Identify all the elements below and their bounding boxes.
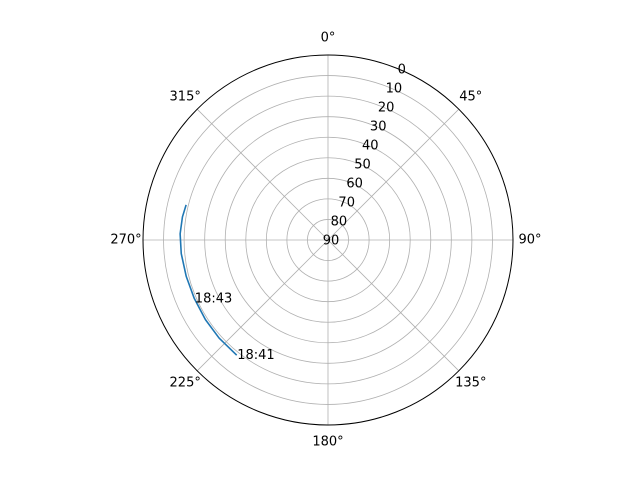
theta-tick-label: 315°	[170, 90, 201, 105]
series-layer	[179, 204, 238, 356]
angular-gridline	[327, 239, 460, 372]
r-tick-label: 40	[362, 139, 379, 154]
theta-tick-label: 270°	[110, 233, 141, 248]
theta-tick-label: 180°	[312, 435, 343, 450]
theta-tick-label: 0°	[321, 31, 336, 46]
r-tick-label: 80	[331, 215, 348, 230]
theta-tick-label: 45°	[459, 90, 482, 105]
annotations: 18:41 18:43	[195, 291, 275, 363]
angular-gridline	[327, 108, 460, 241]
r-tick-label: 0	[398, 63, 406, 78]
theta-tick-label: 225°	[170, 375, 201, 390]
r-tick-label: 90	[323, 234, 340, 249]
time-annotation: 18:41	[237, 348, 274, 363]
r-tick-label: 20	[378, 101, 395, 116]
r-tick-label: 50	[354, 158, 371, 173]
theta-tick-label: 135°	[455, 375, 486, 390]
polar-grid	[142, 54, 514, 426]
polar-frame	[142, 54, 514, 426]
series-line	[179, 204, 238, 356]
r-tick-label: 70	[338, 196, 355, 211]
time-annotation: 18:43	[195, 291, 232, 306]
r-tick-label: 60	[346, 177, 363, 192]
tick-labels: 0° 45° 90° 135° 180° 225° 270° 315° 0 10 20 30 40 50 6…	[110, 31, 541, 450]
r-tick-label: 30	[370, 120, 387, 135]
r-tick-label: 10	[386, 82, 403, 97]
angular-gridline	[196, 239, 329, 372]
angular-gridline	[196, 108, 329, 241]
theta-tick-label: 90°	[518, 233, 541, 248]
